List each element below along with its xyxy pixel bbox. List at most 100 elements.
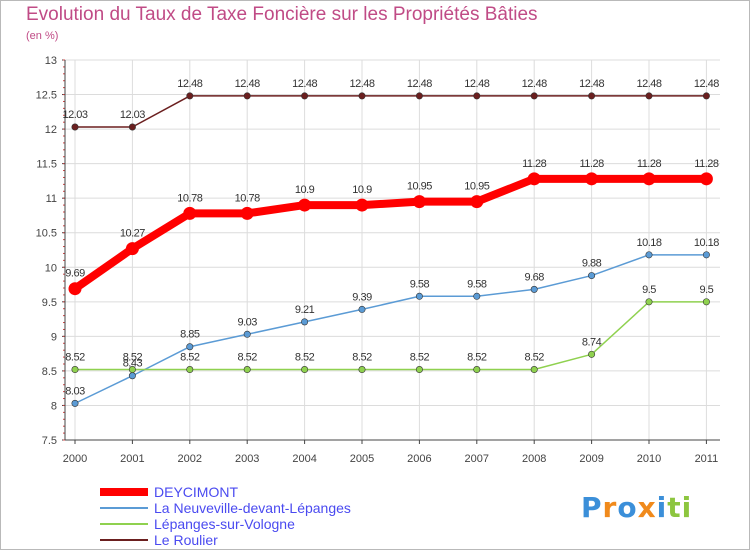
data-point (243, 330, 251, 338)
data-point (645, 298, 653, 306)
data-point (530, 285, 538, 293)
legend-swatch (100, 539, 148, 541)
data-point (415, 292, 423, 300)
y-tick-label: 12 (45, 124, 57, 136)
data-point (473, 292, 481, 300)
logo-letter: o (617, 491, 638, 524)
data-label: 8.43 (123, 358, 143, 370)
data-label: 8.52 (352, 352, 372, 364)
proxiti-logo: Proxiti (581, 491, 692, 524)
data-point (527, 172, 541, 186)
x-tick-label: 2009 (579, 453, 603, 465)
data-point (473, 366, 481, 374)
data-label: 8.52 (524, 352, 544, 364)
series-line (74, 95, 708, 128)
y-tick-label: 11 (46, 193, 57, 205)
data-point (530, 92, 538, 100)
data-label: 12.03 (120, 109, 145, 121)
data-point (240, 206, 254, 220)
legend-swatch (100, 523, 148, 525)
data-point (301, 366, 309, 374)
y-tick-label: 10.5 (36, 228, 57, 240)
legend-swatch (100, 488, 148, 496)
data-point (186, 366, 194, 374)
data-label: 11.28 (579, 158, 604, 170)
x-tick-label: 2004 (292, 453, 316, 465)
x-tick-label: 2003 (235, 453, 259, 465)
data-point (470, 195, 484, 209)
x-tick-label: 2010 (637, 453, 661, 465)
data-point (645, 92, 653, 100)
data-label: 10.18 (636, 237, 661, 249)
legend-item-lepanges: Lépanges-sur-Vologne (100, 516, 440, 532)
data-label: 12.03 (62, 109, 87, 121)
data-point (128, 372, 136, 380)
grid-lines (65, 59, 720, 441)
data-point (186, 343, 194, 351)
y-tick-label: 12.5 (36, 90, 57, 102)
data-point (301, 92, 309, 100)
data-point (128, 366, 136, 374)
data-label: 10.95 (464, 181, 489, 193)
data-point (412, 195, 426, 209)
x-tick-label: 2007 (465, 453, 489, 465)
data-point (298, 198, 312, 212)
x-tick-label: 2008 (522, 453, 546, 465)
data-label: 12.48 (292, 78, 317, 90)
series-le-roulier (71, 92, 710, 131)
data-label: 10.78 (177, 192, 202, 204)
data-label: 9.5 (700, 284, 714, 296)
data-point (186, 92, 194, 100)
data-label: 9.03 (237, 316, 257, 328)
data-label: 12.48 (407, 78, 432, 90)
line-chart: 7.5 8 8.5 9 9.5 10 10.5 11 11.5 12 12.5 13 2000 2001 2… (36, 55, 720, 465)
data-label: 8.52 (123, 352, 143, 364)
data-label: 12.48 (694, 78, 719, 90)
data-label: 9.39 (352, 291, 372, 303)
data-label: 10.9 (295, 184, 315, 196)
data-label: 8.85 (180, 329, 200, 341)
data-label: 12.48 (235, 78, 260, 90)
data-point (702, 251, 710, 259)
data-point (530, 366, 538, 374)
data-label: 8.74 (582, 336, 602, 348)
data-label: 8.52 (295, 352, 315, 364)
data-point (415, 92, 423, 100)
logo-letter: x (637, 491, 657, 524)
legend-label: La Neuveville-devant-Lépanges (154, 500, 351, 516)
logo-letter: r (602, 491, 618, 524)
logo-letter: i (681, 491, 693, 524)
y-tick-label: 7.5 (42, 435, 57, 447)
data-label: 10.78 (235, 192, 260, 204)
data-label: 8.52 (237, 352, 257, 364)
y-tick-label: 9 (51, 331, 57, 343)
data-labels: 12.03 12.03 12.48 12.48 12.48 12.48 12.48 12.48… (62, 78, 719, 397)
data-label: 12.48 (522, 78, 547, 90)
data-label: 8.03 (65, 385, 85, 397)
y-tick-label: 9.5 (42, 297, 57, 309)
legend-label: Le Roulier (154, 532, 218, 548)
x-tick-label: 2011 (695, 453, 719, 465)
data-label: 8.52 (65, 352, 85, 364)
legend-label: Lépanges-sur-Vologne (154, 516, 295, 532)
x-tick-label: 2000 (63, 453, 87, 465)
legend: DEYCIMONT La Neuveville-devant-Lépanges … (100, 484, 440, 548)
data-point (243, 366, 251, 374)
data-point (642, 172, 656, 186)
data-label: 8.52 (180, 352, 200, 364)
series-line (71, 174, 711, 293)
data-point (585, 172, 599, 186)
legend-item-la-neuveville: La Neuveville-devant-Lépanges (100, 500, 440, 516)
data-label: 11.28 (694, 158, 719, 170)
legend-item-deycimont: DEYCIMONT (100, 484, 440, 500)
y-tick-label: 13 (45, 55, 57, 67)
data-point (71, 366, 79, 374)
data-point (473, 92, 481, 100)
data-label: 10.9 (352, 184, 372, 196)
series-l-panges-sur-vologne (71, 298, 710, 374)
data-point (588, 92, 596, 100)
series-deycimont (68, 172, 713, 296)
series-la-neuveville-devant-l-panges (71, 251, 710, 407)
data-label: 10.95 (407, 181, 432, 193)
data-label: 11.28 (522, 158, 547, 170)
